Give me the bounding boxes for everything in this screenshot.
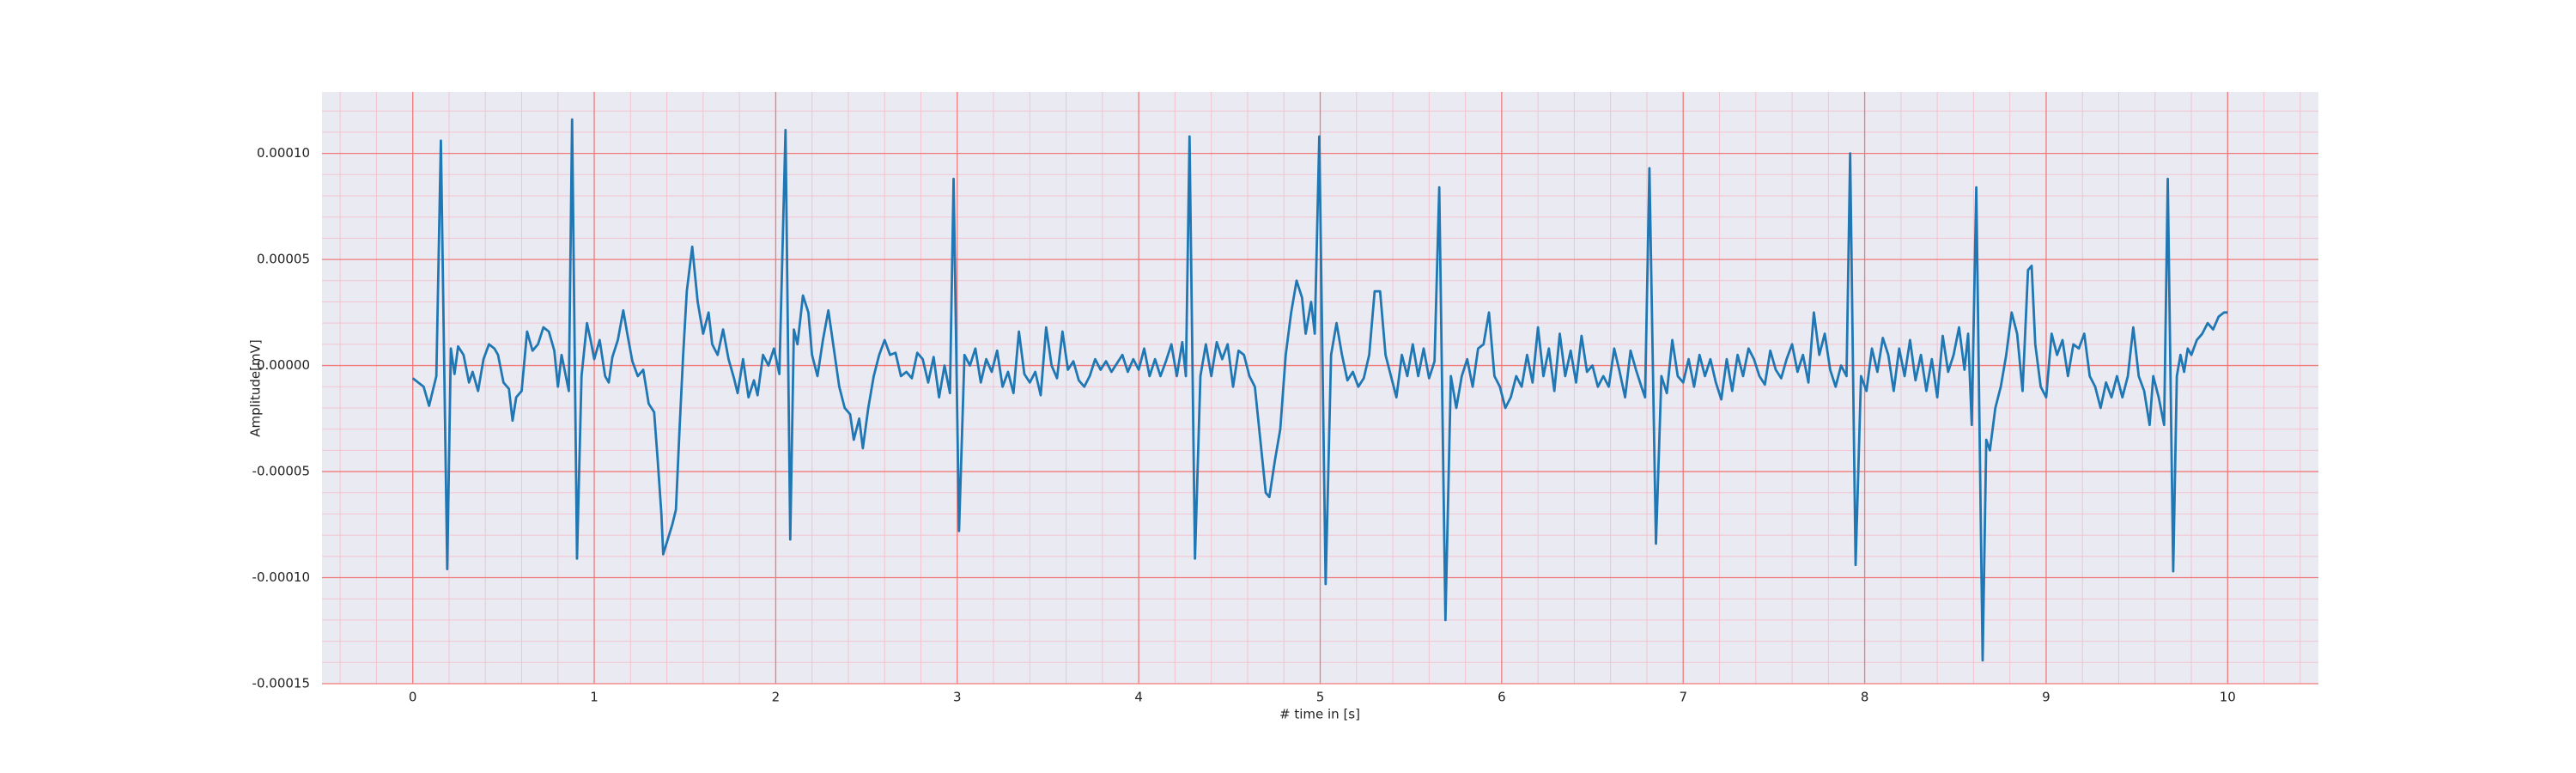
- y-tick-label: -0.00015: [252, 676, 310, 691]
- x-tick-label: 6: [1498, 690, 1506, 705]
- y-tick-label: 0.00010: [257, 145, 310, 161]
- x-tick-label: 4: [1134, 690, 1143, 705]
- x-tick-label: 1: [590, 690, 598, 705]
- y-axis-label: Amplitude[mV]: [248, 339, 264, 436]
- y-tick-label: 0.00000: [257, 357, 310, 373]
- x-axis-label: # time in [s]: [1279, 707, 1360, 722]
- x-tick-label: 10: [2220, 690, 2236, 705]
- x-tick-label: 7: [1679, 690, 1687, 705]
- x-tick-label: 3: [953, 690, 962, 705]
- signal-line: [411, 118, 2228, 662]
- x-tick-label: 2: [772, 690, 781, 705]
- y-tick-label: 0.00005: [257, 252, 310, 267]
- x-tick-label: 5: [1316, 690, 1325, 705]
- x-tick-label: 0: [409, 690, 417, 705]
- y-tick-label: -0.00005: [252, 464, 310, 479]
- x-tick-label: 8: [1861, 690, 1869, 705]
- y-tick-label: -0.00010: [252, 569, 310, 585]
- x-tick-label: 9: [2042, 690, 2050, 705]
